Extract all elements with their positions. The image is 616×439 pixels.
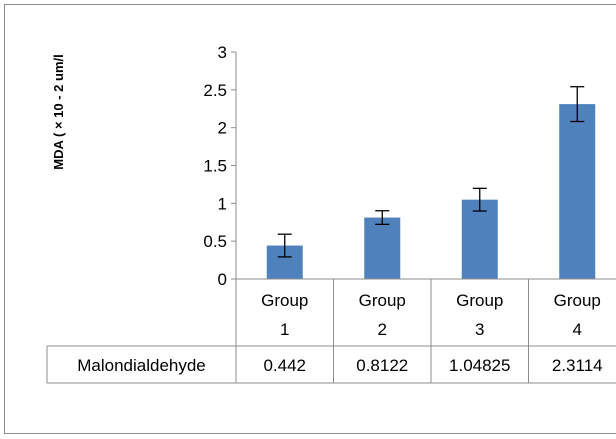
y-tick-label: 3 — [218, 43, 227, 62]
x-category-label: 2 — [378, 320, 387, 339]
y-tick-label: 1 — [218, 194, 227, 213]
bar — [461, 199, 498, 279]
data-table-value: 1.04825 — [449, 356, 510, 375]
bar — [559, 104, 596, 279]
y-tick-label: 0 — [218, 270, 227, 289]
data-table-value: 0.8122 — [356, 356, 408, 375]
bar — [364, 217, 401, 279]
y-axis-title: MDA ( × 10 - 2 um/l — [51, 54, 66, 169]
y-tick-label: 2.5 — [203, 81, 227, 100]
x-category-label: 4 — [573, 320, 582, 339]
data-table-value: 0.442 — [263, 356, 306, 375]
x-category-label: 3 — [475, 320, 484, 339]
x-category-label: Group — [456, 291, 503, 310]
x-category-label: Group — [554, 291, 601, 310]
x-category-label: 1 — [280, 320, 289, 339]
x-category-label: Group — [261, 291, 308, 310]
chart-frame — [4, 4, 616, 434]
x-category-label: Group — [359, 291, 406, 310]
series-name-cell: Malondialdehyde — [77, 356, 206, 375]
y-tick-label: 0.5 — [203, 232, 227, 251]
y-tick-label: 2 — [218, 119, 227, 138]
y-tick-label: 1.5 — [203, 157, 227, 176]
data-table-value: 2.3114 — [552, 356, 603, 375]
